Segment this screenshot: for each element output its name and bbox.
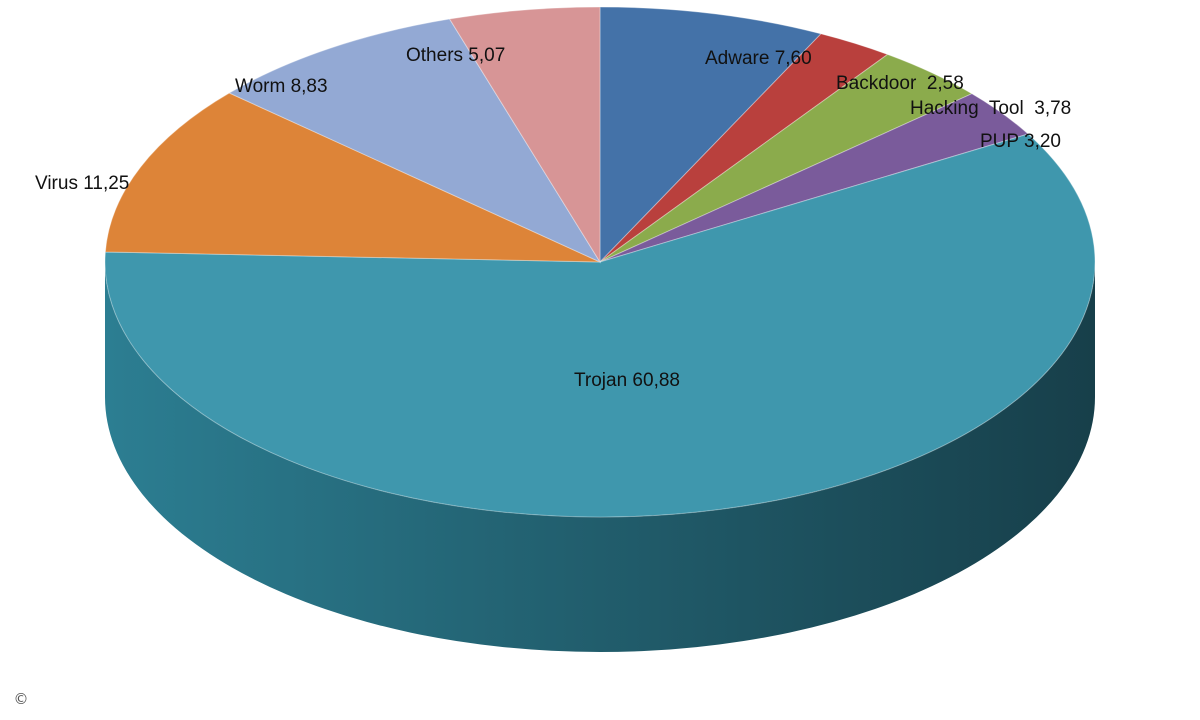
- data-label-backdoor: Backdoor 2,58: [836, 73, 964, 94]
- data-label-trojan: Trojan 60,88: [574, 370, 680, 391]
- pie-side-trojan: [105, 262, 1095, 652]
- pie-slice-adware: [599, 6, 822, 264]
- data-label-worm: Worm 8,83: [235, 76, 328, 97]
- pie-slice-virus: [104, 92, 601, 263]
- pie-slice-hacking-tool: [599, 53, 973, 263]
- pie-slice-pup: [599, 93, 1030, 263]
- data-label-pup: PUP 3,20: [980, 131, 1061, 152]
- data-label-hacking-tool: Hacking Tool 3,78: [910, 98, 1071, 119]
- data-label-others: Others 5,07: [406, 45, 505, 66]
- copyright-icon: ©: [13, 690, 29, 708]
- pie-slice-backdoor: [599, 33, 889, 263]
- pie-slice-worm: [228, 18, 602, 264]
- data-label-virus: Virus 11,25: [35, 173, 129, 194]
- pie-slice-trojan: [104, 133, 1096, 518]
- pie-slice-others: [448, 6, 601, 264]
- data-label-adware: Adware 7,60: [705, 48, 812, 69]
